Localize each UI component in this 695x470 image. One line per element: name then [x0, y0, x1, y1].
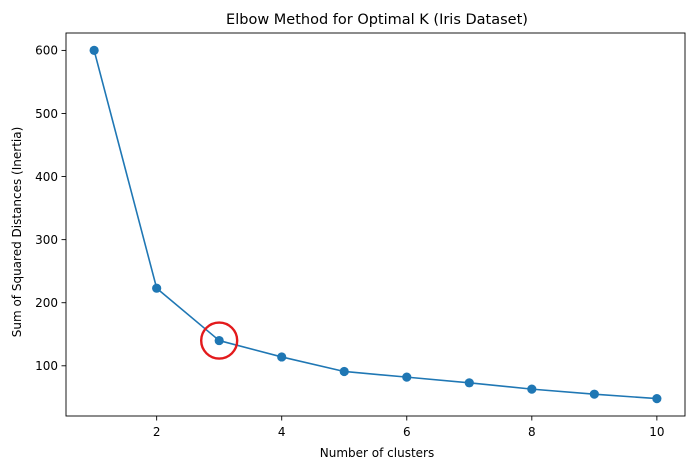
- x-axis-ticks: 2 4 6 8 10: [153, 416, 665, 439]
- x-tick-label: 2: [153, 425, 161, 439]
- y-tick-label: 100: [35, 359, 58, 373]
- chart-title: Elbow Method for Optimal K (Iris Dataset…: [226, 12, 528, 28]
- y-tick-label: 500: [35, 107, 58, 121]
- elbow-highlight-circle: [199, 321, 239, 360]
- y-axis-label: Sum of Squared Distances (Inertia): [10, 127, 24, 338]
- data-point: [214, 335, 224, 346]
- data-point: [339, 366, 349, 377]
- x-tick-label: 10: [649, 425, 664, 439]
- y-axis-ticks: 100 200 300 400 500 600: [35, 44, 66, 373]
- plot-area: [65, 32, 686, 417]
- series-group: [89, 45, 662, 404]
- data-point: [89, 45, 99, 56]
- data-point: [402, 372, 412, 382]
- data-point: [652, 393, 662, 404]
- y-tick-label: 200: [35, 296, 58, 310]
- annotation-group: [199, 321, 239, 360]
- x-tick-label: 8: [528, 425, 536, 439]
- y-tick-label: 600: [35, 44, 58, 58]
- data-point: [527, 384, 537, 394]
- data-point: [589, 389, 599, 399]
- data-point: [277, 352, 287, 362]
- x-axis-label: Number of clusters: [320, 446, 434, 460]
- data-point: [152, 283, 162, 293]
- y-tick-label: 400: [35, 170, 58, 184]
- x-tick-label: 4: [278, 425, 286, 439]
- series-line: [93, 50, 657, 400]
- data-point: [464, 378, 474, 388]
- axes-frame: [65, 32, 686, 417]
- y-tick-label: 300: [35, 233, 58, 247]
- x-tick-label: 6: [403, 425, 411, 439]
